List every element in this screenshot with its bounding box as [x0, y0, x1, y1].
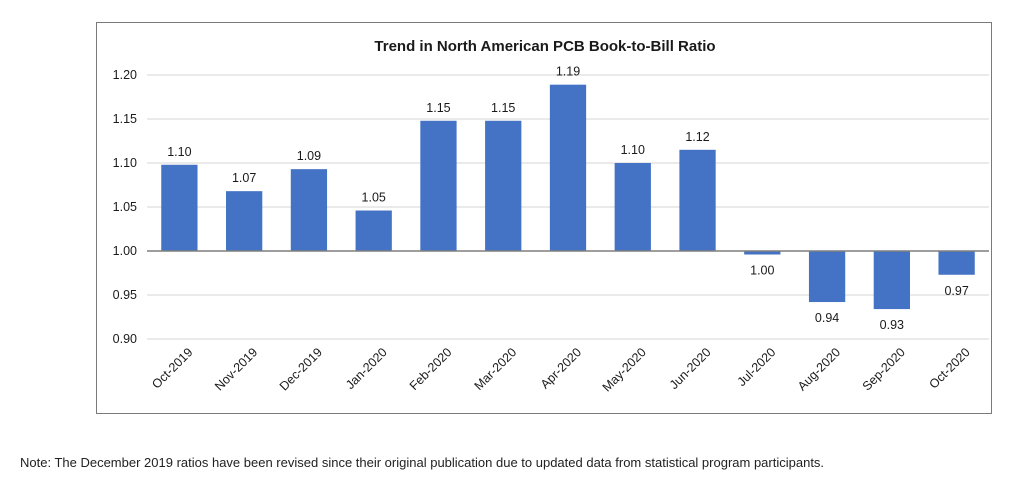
- chart-title: Trend in North American PCB Book-to-Bill…: [374, 38, 715, 55]
- data-label: 1.15: [426, 101, 450, 115]
- y-tick-label: 1.05: [113, 200, 137, 214]
- y-tick-label: 0.95: [113, 288, 137, 302]
- y-tick-label: 1.15: [113, 112, 137, 126]
- x-tick-label: Dec-2019: [277, 345, 325, 393]
- y-tick-label: 0.90: [113, 332, 137, 346]
- data-label: 1.09: [297, 149, 321, 163]
- x-tick-label: Oct-2020: [926, 345, 972, 391]
- data-label: 1.12: [685, 130, 709, 144]
- bar: [808, 251, 846, 303]
- x-tick-label: Apr-2020: [538, 345, 584, 391]
- bars: [161, 84, 975, 310]
- x-tick-label: May-2020: [600, 345, 649, 394]
- y-tick-label: 1.20: [113, 68, 137, 82]
- bar: [679, 149, 716, 251]
- bar: [614, 163, 651, 251]
- data-label: 0.94: [815, 311, 839, 325]
- bar: [161, 164, 198, 251]
- x-tick-label: Oct-2019: [149, 345, 195, 391]
- chart-frame: Trend in North American PCB Book-to-Bill…: [96, 22, 992, 414]
- data-label: 1.15: [491, 101, 515, 115]
- data-labels: 1.10 1.07 1.09 1.05 1.15 1.15 1.19 1.10 1.12 1.00…: [167, 65, 969, 332]
- x-tick-label: Mar-2020: [472, 345, 520, 393]
- data-label: 1.05: [362, 191, 386, 205]
- data-label: 0.93: [880, 318, 904, 332]
- data-label: 1.10: [167, 145, 191, 159]
- bar: [355, 210, 392, 251]
- footnote: Note: The December 2019 ratios have been…: [20, 455, 825, 470]
- bar: [420, 120, 457, 251]
- x-axis-ticks: Oct-2019 Nov-2019 Dec-2019 Jan-2020 Feb-2020…: [149, 345, 973, 394]
- data-label: 0.97: [944, 284, 968, 298]
- bar: [549, 84, 587, 252]
- bar: [873, 251, 910, 310]
- x-tick-label: Jun-2020: [667, 345, 714, 392]
- x-tick-label: Nov-2019: [212, 345, 260, 393]
- bar: [485, 120, 522, 251]
- data-label: 1.19: [556, 65, 580, 79]
- bar-chart: Trend in North American PCB Book-to-Bill…: [113, 38, 989, 394]
- x-tick-label: Feb-2020: [407, 345, 455, 393]
- data-label: 1.00: [750, 264, 774, 278]
- data-label: 1.07: [232, 171, 256, 185]
- x-tick-label: Sep-2020: [860, 345, 908, 393]
- y-tick-label: 1.10: [113, 156, 137, 170]
- bar: [744, 251, 781, 255]
- bar: [226, 191, 263, 251]
- y-tick-label: 1.00: [113, 244, 137, 258]
- bar: [938, 251, 975, 275]
- x-tick-label: Aug-2020: [795, 345, 843, 393]
- x-tick-label: Jan-2020: [343, 345, 390, 392]
- data-label: 1.10: [621, 143, 645, 157]
- y-axis-ticks: 0.90 0.95 1.00 1.05 1.10 1.15 1.20: [113, 68, 137, 346]
- x-tick-label: Jul-2020: [735, 345, 779, 389]
- bar: [290, 169, 328, 251]
